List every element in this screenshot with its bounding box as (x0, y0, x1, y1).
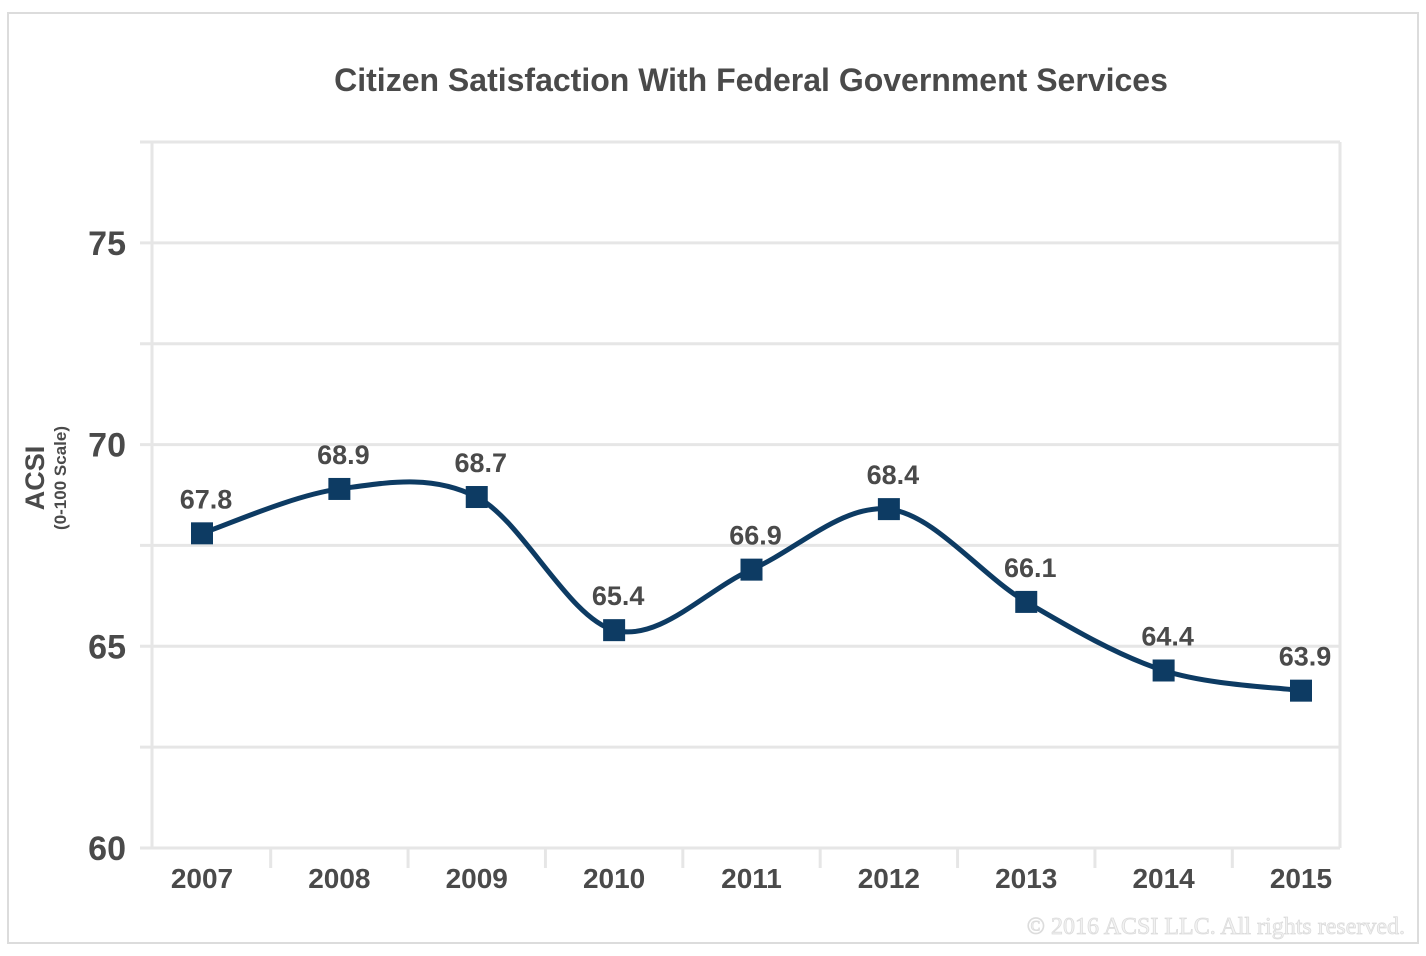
data-label: 65.4 (592, 581, 645, 611)
x-tick-label: 2007 (171, 863, 233, 894)
data-label: 66.9 (729, 521, 782, 551)
data-point-marker (1015, 590, 1038, 613)
data-label: 67.8 (180, 484, 233, 514)
x-tick-label: 2011 (721, 863, 782, 894)
x-tick-label: 2013 (995, 863, 1057, 894)
x-tick-label: 2010 (583, 863, 645, 894)
x-tick-label: 2008 (308, 863, 370, 894)
data-label: 68.7 (454, 448, 507, 478)
data-label: 68.9 (317, 440, 370, 470)
data-label: 66.1 (1004, 553, 1057, 583)
data-point-marker (1290, 679, 1312, 702)
copyright-notice: © 2016 ACSI LLC. All rights reserved. (1027, 914, 1405, 940)
x-tick-label: 2012 (858, 863, 920, 894)
x-tick-label: 2014 (1132, 863, 1195, 894)
data-label: 64.4 (1141, 621, 1194, 651)
data-label: 63.9 (1279, 642, 1332, 672)
chart-title: Citizen Satisfaction With Federal Govern… (334, 62, 1168, 98)
data-point-marker (465, 486, 488, 509)
chart-frame (7, 12, 1419, 944)
series-line (201, 479, 1302, 694)
data-point-marker (191, 522, 213, 545)
y-tick-label: 65 (88, 628, 126, 666)
y-tick-label: 75 (88, 225, 126, 263)
data-point-marker (603, 619, 626, 642)
y-tick-label: 70 (88, 427, 126, 465)
y-tick-label: 60 (88, 830, 126, 868)
data-point-marker (877, 498, 900, 521)
data-point-marker (740, 558, 763, 581)
y-axis-sublabel: (0-100 Scale) (51, 426, 70, 530)
data-point-marker (328, 477, 351, 500)
x-tick-label: 2015 (1270, 863, 1332, 894)
data-label: 68.4 (867, 460, 920, 490)
data-point-marker (1152, 659, 1175, 682)
y-axis-label: ACSI (20, 446, 50, 511)
x-tick-label: 2009 (446, 863, 508, 894)
